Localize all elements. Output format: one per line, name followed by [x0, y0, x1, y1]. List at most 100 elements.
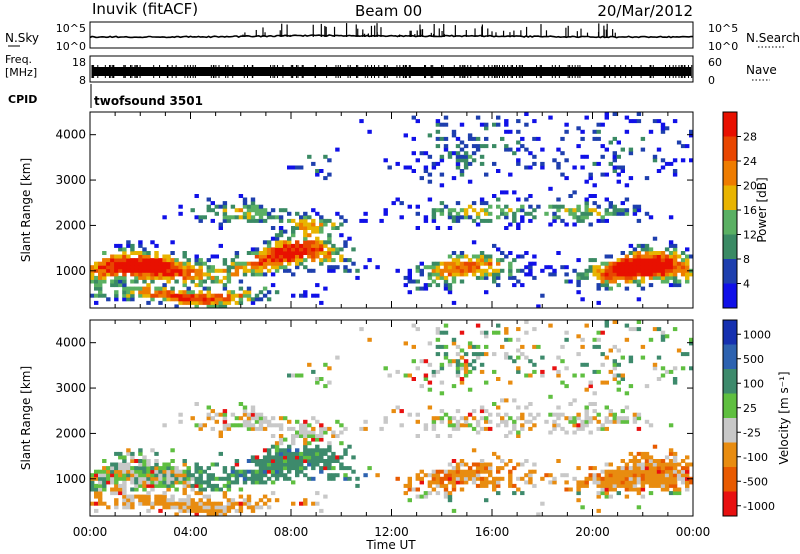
velocity-cell [303, 419, 308, 424]
velocity-cell [278, 423, 284, 428]
power-cell [612, 204, 617, 209]
velocity-cell [262, 466, 268, 471]
velocity-cell [102, 487, 107, 492]
power-cell [146, 268, 151, 273]
velocity-cell [644, 480, 650, 485]
velocity-cell [403, 341, 408, 346]
velocity-cell [311, 455, 316, 460]
velocity-cell [311, 451, 316, 456]
velocity-colorbar-tick-label: -500 [743, 475, 768, 488]
velocity-cell [616, 466, 621, 471]
power-cell [154, 275, 159, 280]
velocity-cell [319, 430, 324, 435]
velocity-cell [596, 337, 601, 342]
power-cell [287, 240, 292, 245]
velocity-cell [664, 487, 670, 492]
power-cell [423, 265, 429, 270]
power-cell [222, 283, 228, 288]
power-cell [274, 258, 280, 263]
power-cell [178, 293, 183, 298]
power-cell [158, 275, 163, 280]
power-cell [620, 208, 625, 213]
power-cell [142, 265, 147, 270]
velocity-cell [475, 469, 481, 474]
power-cell [182, 293, 187, 298]
velocity-cell [198, 491, 203, 496]
power-cell [327, 251, 332, 255]
power-cell [552, 272, 557, 277]
power-cell [439, 172, 445, 177]
power-cell [206, 290, 211, 295]
velocity-cell [359, 327, 364, 332]
power-cell [170, 297, 175, 302]
power-cell [672, 275, 678, 280]
power-cell [383, 208, 388, 213]
velocity-cell [110, 473, 115, 478]
velocity-cell [628, 359, 634, 364]
colorbar-swatch [723, 320, 737, 345]
velocity-cell [283, 459, 288, 463]
velocity-cell [278, 426, 284, 431]
velocity-cell [238, 469, 244, 474]
velocity-cell [206, 480, 211, 485]
velocity-cell [102, 466, 107, 471]
velocity-cell [311, 437, 316, 442]
power-cell [254, 211, 260, 216]
power-cell [447, 154, 453, 159]
power-cell [106, 268, 111, 273]
velocity-cell [110, 462, 115, 467]
power-cell [676, 140, 682, 145]
velocity-cell [435, 344, 441, 349]
noise-right-tick-bottom: 10^0 [708, 40, 738, 53]
power-cell [455, 161, 461, 166]
velocity-cell [628, 451, 634, 456]
power-cell [439, 268, 445, 273]
velocity-cell [258, 459, 264, 463]
power-cell [234, 208, 240, 213]
velocity-cell [270, 491, 276, 496]
velocity-cell [660, 337, 666, 342]
velocity-cell [447, 359, 453, 364]
power-cell [198, 300, 203, 305]
power-cell [668, 251, 674, 255]
velocity-cell [319, 423, 324, 428]
velocity-cell [206, 505, 211, 510]
velocity-cell [411, 359, 416, 364]
velocity-cell [592, 480, 597, 485]
power-cell [291, 233, 296, 238]
velocity-cell [672, 466, 678, 471]
power-cell [484, 272, 489, 277]
velocity-cell [415, 476, 420, 481]
power-cell [532, 136, 537, 141]
velocity-cell [311, 466, 316, 471]
power-cell [222, 275, 228, 280]
power-cell [266, 215, 272, 220]
velocity-cell [262, 455, 268, 460]
velocity-cell [166, 473, 171, 478]
velocity-cell [580, 337, 585, 342]
power-cell [636, 204, 642, 209]
power-cell [640, 268, 646, 273]
power-cell [138, 290, 143, 295]
velocity-cell [178, 505, 183, 510]
power-cell [564, 176, 569, 181]
velocity-cell [230, 498, 236, 503]
velocity-cell [435, 483, 441, 488]
velocity-cell [122, 480, 127, 485]
power-cell [463, 268, 469, 273]
power-cell [447, 265, 453, 270]
power-cell [190, 279, 195, 284]
velocity-cell [222, 423, 228, 428]
velocity-cell [584, 423, 589, 428]
power-cell [628, 279, 634, 284]
power-cell [158, 286, 163, 291]
power-cell [182, 254, 187, 259]
power-cell [656, 265, 662, 270]
velocity-cell [234, 473, 240, 478]
power-cell [198, 290, 203, 295]
velocity-cell [210, 512, 215, 517]
power-cell [323, 222, 328, 227]
power-cell [194, 293, 199, 298]
velocity-cell [170, 480, 175, 485]
power-cell [443, 265, 449, 270]
